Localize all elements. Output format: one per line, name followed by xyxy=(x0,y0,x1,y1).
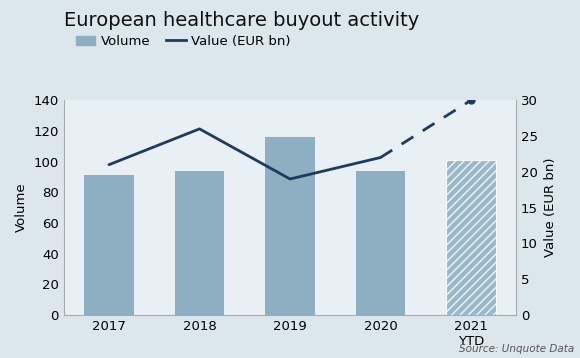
Text: Source: Unquote Data: Source: Unquote Data xyxy=(459,344,574,354)
Bar xyxy=(84,175,134,315)
Legend: Volume, Value (EUR bn): Volume, Value (EUR bn) xyxy=(70,29,296,53)
Bar xyxy=(356,171,405,315)
Y-axis label: Volume: Volume xyxy=(15,183,28,232)
Text: European healthcare buyout activity: European healthcare buyout activity xyxy=(64,11,419,30)
Y-axis label: Value (EUR bn): Value (EUR bn) xyxy=(543,158,557,257)
Bar xyxy=(446,160,496,315)
Bar xyxy=(175,171,224,315)
Bar xyxy=(265,137,315,315)
